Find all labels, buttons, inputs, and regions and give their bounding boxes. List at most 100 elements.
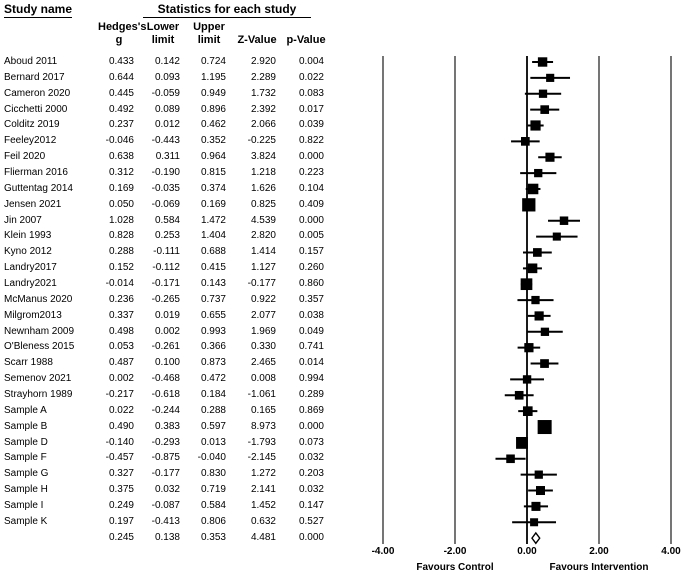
p-value: 0.017 bbox=[298, 103, 324, 115]
lower-limit-value: -0.413 bbox=[151, 515, 180, 527]
effect-marker bbox=[522, 375, 532, 384]
upper-limit-value: 1.472 bbox=[200, 214, 226, 226]
lower-limit-value: -0.443 bbox=[151, 135, 180, 147]
z-value: 2.392 bbox=[250, 103, 276, 115]
lower-limit-value: -0.190 bbox=[151, 167, 180, 179]
z-value: 1.414 bbox=[250, 246, 276, 258]
upper-limit-value: 0.597 bbox=[200, 420, 226, 432]
z-value: 1.626 bbox=[250, 182, 276, 194]
axis-tick-label: -4.00 bbox=[371, 546, 395, 557]
hedges-g-value: -0.014 bbox=[105, 278, 134, 290]
study-name bbox=[0, 530, 98, 546]
study-name: Sample B bbox=[4, 420, 48, 432]
z-value: 4.481 bbox=[250, 531, 276, 543]
z-value: 1.452 bbox=[250, 500, 276, 512]
hedges-g-value: 0.312 bbox=[108, 167, 134, 179]
hedges-g-value: 0.498 bbox=[108, 325, 134, 337]
p-value: 0.000 bbox=[298, 214, 324, 226]
p-value: 0.022 bbox=[298, 71, 324, 83]
z-value: 2.465 bbox=[250, 357, 276, 369]
table-row: Sample I 0.249 -0.087 0.584 1.452 0.147 bbox=[0, 498, 330, 514]
study-name: Sample K bbox=[4, 515, 48, 527]
lower-limit-value: -0.293 bbox=[151, 436, 180, 448]
z-value: 8.973 bbox=[250, 420, 276, 432]
table-row: Sample D -0.140 -0.293 0.013 -1.793 0.073 bbox=[0, 435, 330, 451]
table-row: Guttentag 2014 0.169 -0.035 0.374 1.626 0.104 bbox=[0, 181, 330, 197]
effect-marker bbox=[540, 105, 550, 114]
column-header-lower-limit: Lower limit bbox=[146, 21, 180, 46]
hedges-g-value: 1.028 bbox=[108, 214, 134, 226]
upper-limit-value: 0.806 bbox=[200, 515, 226, 527]
effect-marker bbox=[546, 73, 555, 82]
study-name: Newnham 2009 bbox=[4, 325, 75, 337]
effect-marker bbox=[506, 454, 515, 464]
hedges-g-value: 0.152 bbox=[108, 262, 134, 274]
column-header-p-value: p-Value bbox=[286, 34, 326, 46]
effect-marker bbox=[514, 390, 524, 400]
z-value: 0.165 bbox=[250, 404, 276, 416]
hedges-g-value: -0.140 bbox=[105, 436, 134, 448]
upper-limit-value: 0.815 bbox=[200, 167, 226, 179]
effect-marker bbox=[531, 295, 540, 305]
hedges-g-value: 0.337 bbox=[108, 309, 134, 321]
table-row: Landry2017 0.152 -0.112 0.415 1.127 0.260 bbox=[0, 260, 330, 276]
study-name: Sample F bbox=[4, 452, 47, 464]
effect-marker bbox=[524, 343, 534, 353]
statistics-table: Aboud 2011 0.433 0.142 0.724 2.920 0.004 Berna… bbox=[0, 54, 330, 546]
hedges-g-value: 0.002 bbox=[108, 373, 134, 385]
hedges-g-value: 0.492 bbox=[108, 103, 134, 115]
table-row: McManus 2020 0.236 -0.265 0.737 0.922 0.357 bbox=[0, 292, 330, 308]
axis-tick-label: -2.00 bbox=[443, 546, 467, 557]
upper-limit-value: 0.288 bbox=[200, 404, 226, 416]
hedges-g-value: 0.169 bbox=[108, 182, 134, 194]
effect-marker bbox=[540, 359, 549, 368]
study-name: Sample H bbox=[4, 484, 48, 496]
hedges-g-value: 0.375 bbox=[108, 484, 134, 496]
table-row: Flierman 2016 0.312 -0.190 0.815 1.218 0.223 bbox=[0, 165, 330, 181]
table-row: Colditz 2019 0.237 0.012 0.462 2.066 0.039 bbox=[0, 117, 330, 133]
p-value: 0.083 bbox=[298, 87, 324, 99]
study-name: Cicchetti 2000 bbox=[4, 103, 68, 115]
study-name: Klein 1993 bbox=[4, 230, 52, 242]
p-value: 0.038 bbox=[298, 309, 324, 321]
p-value: 0.203 bbox=[298, 468, 324, 480]
hedges-g-value: 0.828 bbox=[108, 230, 134, 242]
hedges-g-value: 0.236 bbox=[108, 293, 134, 305]
p-value: 0.860 bbox=[298, 278, 324, 290]
p-value: 0.000 bbox=[298, 531, 324, 543]
upper-limit-value: 0.374 bbox=[200, 182, 226, 194]
p-value: 0.289 bbox=[298, 389, 324, 401]
upper-limit-value: 0.472 bbox=[200, 373, 226, 385]
z-value: 0.825 bbox=[250, 198, 276, 210]
lower-limit-value: -0.244 bbox=[151, 404, 180, 416]
effect-marker bbox=[530, 518, 539, 527]
p-value: 0.004 bbox=[298, 56, 324, 67]
effect-marker bbox=[516, 436, 528, 449]
lower-limit-value: 0.584 bbox=[154, 214, 180, 226]
p-value: 0.049 bbox=[298, 325, 324, 337]
hedges-g-value: 0.445 bbox=[108, 87, 134, 99]
lower-limit-value: -0.112 bbox=[152, 262, 180, 274]
p-value: 0.104 bbox=[298, 182, 324, 194]
study-name: Colditz 2019 bbox=[4, 119, 60, 131]
p-value: 0.039 bbox=[298, 119, 324, 131]
upper-limit-value: 0.352 bbox=[200, 135, 226, 147]
upper-limit-value: 0.366 bbox=[200, 341, 226, 353]
effect-marker bbox=[527, 183, 539, 195]
lower-limit-value: 0.311 bbox=[155, 151, 180, 163]
hedges-g-value: 0.245 bbox=[108, 531, 134, 543]
study-name: Kyno 2012 bbox=[4, 246, 52, 258]
axis-tick-label: 2.00 bbox=[589, 546, 609, 557]
table-row: Scarr 1988 0.487 0.100 0.873 2.465 0.014 bbox=[0, 355, 330, 371]
p-value: 0.357 bbox=[298, 293, 324, 305]
axis-tick-label: 4.00 bbox=[661, 546, 681, 557]
lower-limit-value: -0.468 bbox=[151, 373, 180, 385]
upper-limit-value: 0.013 bbox=[200, 436, 226, 448]
p-value: 0.822 bbox=[298, 135, 324, 147]
table-row: Jin 2007 1.028 0.584 1.472 4.539 0.000 bbox=[0, 213, 330, 229]
upper-limit-value: 0.949 bbox=[200, 87, 226, 99]
lower-limit-value: -0.171 bbox=[151, 278, 180, 290]
study-name: McManus 2020 bbox=[4, 293, 73, 305]
upper-limit-value: 0.737 bbox=[200, 293, 226, 305]
upper-limit-value: 0.964 bbox=[200, 151, 226, 163]
